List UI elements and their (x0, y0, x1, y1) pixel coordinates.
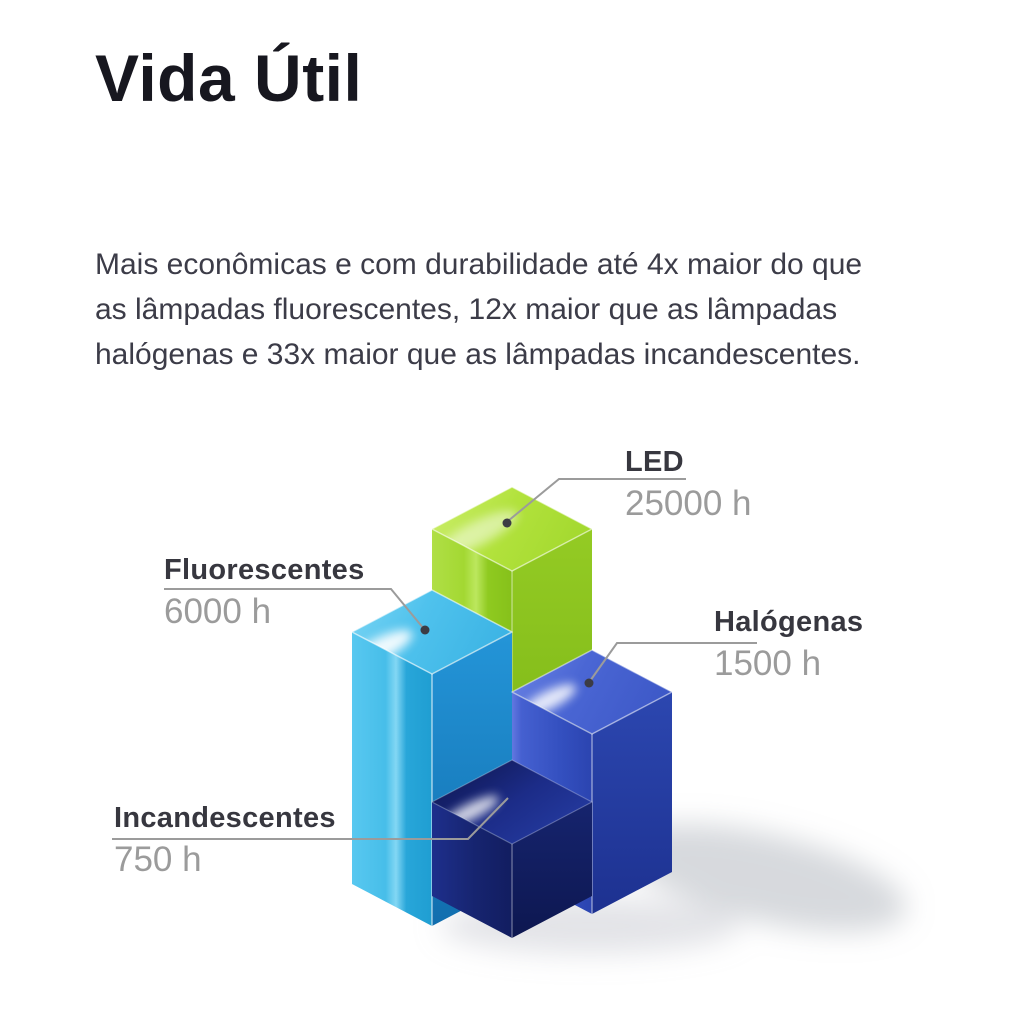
leader-line-fluorescentes (164, 588, 425, 630)
leader-dot-fluorescentes (420, 625, 430, 635)
bar-led-top-face (431, 486, 593, 572)
callout-incandescentes: Incandescentes 750 h (114, 802, 336, 879)
leader-dots (420, 518, 594, 688)
callout-fluorescentes-value: 6000 h (164, 592, 272, 631)
description-line: halógenas e 33x maior que as lâmpadas in… (95, 338, 861, 371)
callout-led-value: 25000 h (625, 484, 752, 523)
callout-fluorescentes: Fluorescentes 6000 h (164, 554, 365, 631)
leader-line-led (507, 478, 686, 522)
callout-incandescentes-label: Incandescentes (114, 802, 336, 834)
callout-halogenas-label: Halógenas (714, 606, 864, 638)
description-line: as lâmpadas fluorescentes, 12x maior que… (95, 293, 838, 326)
callout-halogenas: Halógenas 1500 h (714, 606, 863, 683)
callout-incandescentes-value: 750 h (114, 840, 202, 879)
bar-fluorescentes-left-face (352, 632, 432, 926)
bar-incandescentes-left-face (432, 802, 512, 938)
leader-line-halogenas (589, 642, 757, 682)
leader-line-incandescentes (112, 797, 509, 840)
description-line: Mais econômicas e com durabilidade até 4… (95, 248, 863, 281)
leader-lines (112, 478, 757, 840)
bar-incandescentes-top-face (431, 759, 593, 845)
bar-fluorescentes (351, 589, 513, 926)
bar-incandescentes-right-face (512, 802, 592, 938)
bar-halogenas-top-face (511, 649, 673, 735)
callout-fluorescentes-label: Fluorescentes (164, 554, 365, 586)
shadow-blob-right (623, 824, 907, 932)
description-paragraph: Mais econômicas e com durabilidade até 4… (95, 242, 955, 377)
bar-incandescentes (431, 759, 593, 938)
leader-dot-led (502, 518, 512, 528)
callout-led-label: LED (625, 446, 684, 478)
callout-led: LED 25000 h (625, 446, 752, 523)
page-title: Vida Útil (95, 41, 363, 115)
callout-halogenas-value: 1500 h (714, 644, 822, 683)
bar-halogenas-right-face (592, 692, 672, 914)
leader-dot-halogenas (584, 678, 594, 688)
